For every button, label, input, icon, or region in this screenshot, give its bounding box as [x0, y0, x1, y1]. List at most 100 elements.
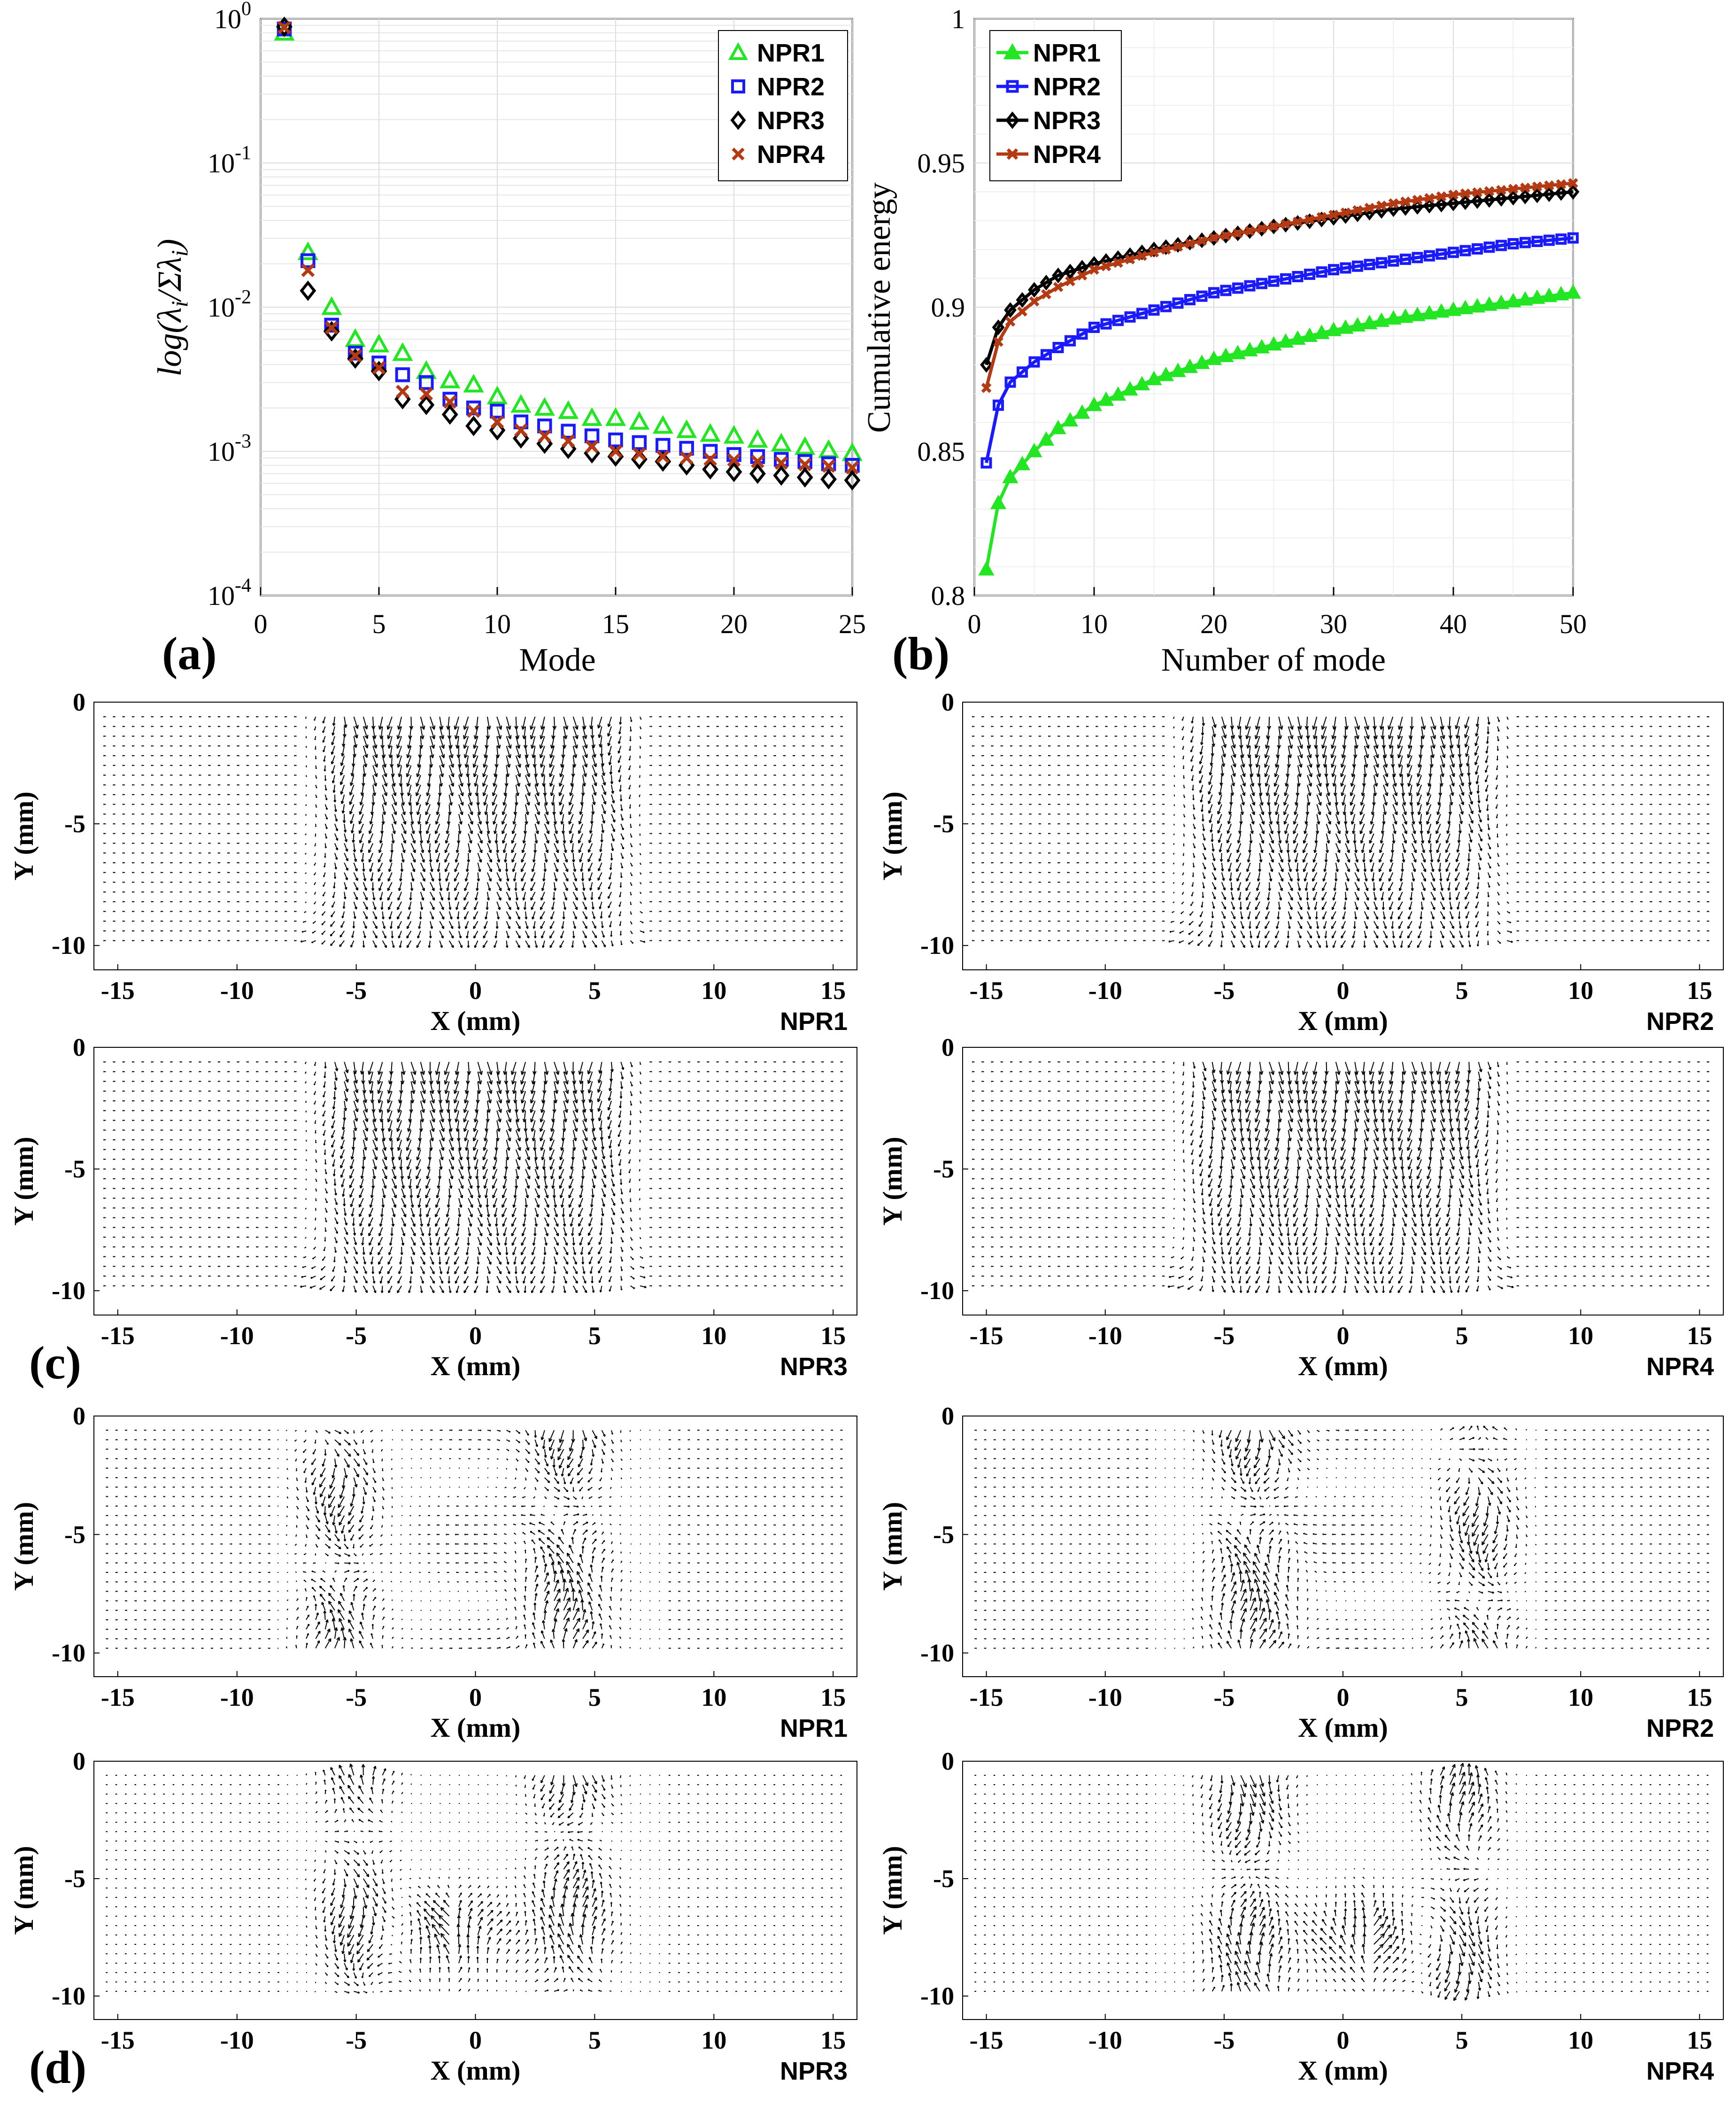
quiver-x-label: X (mm) [431, 1351, 521, 1381]
quiver-y-label: Y (mm) [877, 791, 908, 881]
chart-b-point-npr2 [993, 399, 1004, 411]
x-tick-label: 0 [469, 2026, 482, 2054]
chart-a-legend-label-npr4: NPR4 [757, 140, 825, 169]
chart-a-x-ticks: 0 5 10 15 20 25 [254, 609, 866, 639]
chart-b-point-npr3 [1495, 191, 1508, 207]
chart-b-point-npr2 [1124, 311, 1136, 323]
chart-b-point-npr4 [1089, 264, 1099, 275]
chart-b-point-npr2 [1112, 315, 1124, 326]
chart-a-point-npr4 [396, 385, 409, 398]
chart-a-point-npr4 [845, 461, 859, 475]
chart-b-point-npr2 [1543, 234, 1555, 246]
chart-b-point-npr1 [1218, 348, 1234, 362]
y-tick-label: 0 [73, 1033, 85, 1061]
quiver-panel-d4: -15 -10 -5 0 5 10 15 0 -5 -10 X (mm) Y (mm) NPR4 [877, 1747, 1724, 2086]
chart-a-point-npr4 [656, 449, 670, 464]
chart-a-legend-label-npr1: NPR1 [757, 39, 825, 67]
chart-a-point-npr3 [323, 321, 340, 342]
chart-b-point-npr2 [1496, 240, 1507, 251]
chart-b-point-npr1 [1349, 317, 1366, 332]
chart-a-point-npr3 [820, 469, 837, 490]
quiver-plot-area [962, 1761, 1724, 2020]
quiver-x-label: X (mm) [431, 2055, 521, 2086]
chart-b-point-npr4 [1209, 232, 1219, 243]
chart-b-point-npr1 [1361, 315, 1378, 329]
y-tick-label: -5 [64, 1520, 85, 1548]
chart-b-legend-marker-npr4 [1006, 148, 1018, 160]
chart-b-point-npr1 [1170, 363, 1186, 377]
x-tick-label: 5 [588, 1322, 601, 1350]
x-tick-label: 5 [1456, 2026, 1468, 2054]
y-tick-label: -5 [64, 1155, 85, 1183]
x-tick-label: -15 [101, 976, 135, 1005]
x-tick-label: -5 [1213, 1322, 1234, 1350]
y-tick-label: 1 [951, 4, 965, 34]
chart-b-legend-label-npr2: NPR2 [1033, 73, 1101, 101]
x-tick-label: -15 [101, 2026, 135, 2054]
chart-b-point-npr4 [1340, 207, 1351, 218]
chart-b-point-npr2 [1017, 366, 1028, 378]
chart-b-point-npr4 [1149, 247, 1159, 258]
chart-b-point-npr4 [1101, 261, 1111, 271]
chart-a-legend-label-npr2: NPR2 [757, 73, 825, 101]
chart-b-point-npr1 [978, 561, 995, 576]
x-tick-label: 0 [469, 1683, 482, 1711]
x-tick-label: -10 [220, 1322, 254, 1350]
x-tick-label: 5 [372, 609, 386, 639]
y-tick-label: 0 [941, 1033, 954, 1061]
chart-b-point-npr1 [1433, 303, 1450, 318]
chart-b-point-npr2 [1041, 349, 1052, 361]
quiver-x-label: X (mm) [1298, 1006, 1388, 1036]
x-tick-label: -15 [101, 1322, 135, 1350]
chart-a-point-npr4 [822, 459, 835, 473]
chart-b-legend-marker-npr2 [1006, 80, 1019, 93]
chart-b-y-ticks: 0.8 0.85 0.9 0.95 1 [918, 4, 965, 611]
chart-b-point-npr1 [1541, 287, 1558, 302]
chart-b-point-npr2 [1280, 273, 1291, 285]
chart-b-point-npr2 [1531, 236, 1543, 248]
y-tick-label: 0 [941, 1747, 954, 1775]
y-tick-label: 0.8 [931, 580, 965, 611]
chart-a-point-npr1 [510, 394, 532, 413]
y-tick-label: 100 [214, 0, 251, 34]
chart-b-point-npr4 [1029, 296, 1040, 307]
quiver-x-label: X (mm) [1298, 1712, 1388, 1743]
quiver-panel-d2: -15 -10 -5 0 5 10 15 0 -5 -10 X (mm) Y (mm) NPR2 [877, 1402, 1724, 1743]
chart-b-point-npr1 [1517, 291, 1534, 306]
chart-b-point-npr2 [1555, 233, 1567, 245]
x-tick-label: -10 [1088, 1683, 1122, 1711]
chart-b-point-npr4 [1041, 289, 1051, 300]
x-tick-label: 0 [1337, 1322, 1350, 1350]
chart-b-point-npr4 [1484, 186, 1495, 197]
chart-b-point-npr4 [1137, 250, 1147, 261]
chart-a-point-npr1 [297, 241, 318, 260]
chart-a-point-npr4 [798, 457, 812, 472]
chart-b: 0 10 20 30 40 50 0.8 0.85 0.9 0.95 1 Number of mo… [861, 4, 1587, 680]
chart-a-point-npr3 [465, 416, 482, 436]
chart-a-point-npr3 [370, 361, 387, 382]
chart-b-point-npr4 [1568, 178, 1578, 188]
chart-a-legend: NPR1 NPR2 NPR3 NPR4 [718, 30, 848, 181]
chart-b-point-npr1 [1205, 350, 1222, 365]
x-tick-label: -5 [346, 2026, 367, 2054]
chart-b-point-npr1 [1301, 327, 1318, 342]
chart-b-point-npr1 [1253, 339, 1270, 354]
chart-b-point-npr2 [1472, 243, 1483, 255]
chart-b-y-label: Cumulative energy [861, 182, 897, 433]
chart-a-point-npr3 [773, 465, 790, 486]
chart-b-point-npr2 [1136, 308, 1148, 319]
x-tick-label: -5 [1213, 2026, 1234, 2054]
x-tick-label: 10 [701, 1322, 726, 1350]
quiver-plot-area [962, 702, 1724, 970]
chart-b-point-npr2 [1435, 248, 1447, 260]
x-tick-label: -15 [101, 1683, 135, 1711]
chart-b-point-npr3 [1447, 195, 1460, 211]
chart-b-point-npr1 [1026, 442, 1042, 457]
y-tick-label: 10-3 [208, 431, 251, 467]
x-tick-label: 30 [1320, 609, 1347, 639]
x-tick-label: -15 [970, 1322, 1003, 1350]
chart-b-point-npr3 [1423, 198, 1436, 214]
quiver-arrows [103, 1061, 843, 1293]
chart-b-point-npr2 [1448, 247, 1459, 258]
x-tick-label: 10 [1080, 609, 1108, 639]
